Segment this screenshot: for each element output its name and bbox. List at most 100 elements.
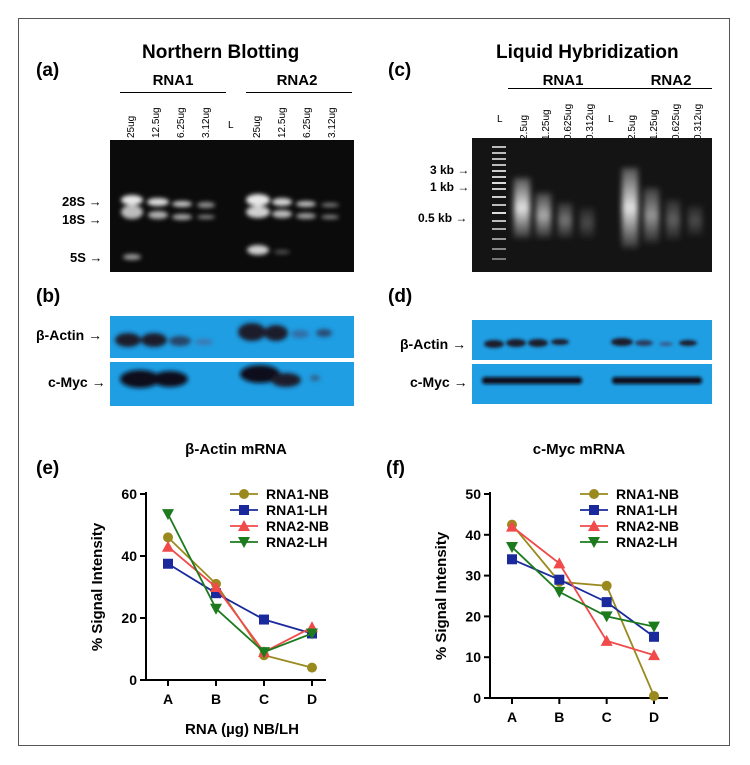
- f-xlabel: RNA (µg) NB/LH: [528, 739, 642, 740]
- panel-c-lane2-1: 2.5ug: [627, 114, 638, 140]
- f-series-3-point-1: [553, 586, 566, 598]
- panel-b-row-actin: β-Actin →: [36, 327, 103, 343]
- f-series-1-point-2: [601, 597, 612, 608]
- marker-28s-label: 28S: [62, 194, 86, 209]
- e-xtick-label-2: C: [259, 691, 269, 707]
- panel-a-ladder: L: [228, 120, 234, 131]
- panel-label-b: (b): [36, 286, 61, 307]
- panel-c-lane1-4: 0.312ug: [585, 103, 596, 140]
- f-legend-label-2: RNA2-NB: [616, 518, 679, 534]
- e-xtick-label-1: B: [211, 691, 221, 707]
- e-legend-label-1: RNA1-LH: [266, 502, 327, 518]
- panel-label-f: (f): [386, 458, 405, 479]
- f-ylabel: % Signal Intensity: [433, 531, 450, 660]
- e-ytick-label-1: 20: [121, 610, 137, 626]
- panel-c-lane1-2: 1.25ug: [541, 109, 552, 140]
- marker-18s: 18S →: [62, 212, 102, 227]
- f-ytick-label-5: 50: [465, 486, 481, 502]
- e-legend-marker-1: [239, 505, 249, 515]
- panel-c-lane2-2: 1.25ug: [649, 109, 660, 140]
- panel-a-group1-underline: [120, 92, 226, 93]
- e-series-1-line: [167, 562, 313, 635]
- f-title: c-Myc mRNA: [533, 441, 626, 458]
- ladder-bands: [492, 146, 506, 260]
- chart-f: (f) c-Myc mRNA 0 10 20 30 40 50 A B C D RNA (µg) NB/…: [386, 441, 679, 740]
- f-series-2-point-0: [506, 520, 518, 532]
- panel-a-lane1-3: 6.25ug: [176, 107, 187, 138]
- panel-c-group1-underline: [508, 88, 612, 89]
- e-xtick-label-3: D: [307, 691, 317, 707]
- panel-c-lane2-4: 0.312ug: [693, 103, 704, 140]
- f-xtick-label-0: A: [507, 709, 517, 725]
- f-legend-label-3: RNA2-LH: [616, 534, 677, 550]
- f-series-0-point-3: [649, 690, 659, 701]
- panel-c-group2-underline: [612, 88, 712, 89]
- e-ytick-label-3: 60: [121, 486, 137, 502]
- e-series-0-point-3: [307, 662, 317, 673]
- f-series-2-point-3: [648, 649, 660, 661]
- e-ylabel: % Signal Intensity: [89, 522, 106, 651]
- e-series-2-point-0: [162, 540, 174, 552]
- e-title: β-Actin mRNA: [185, 441, 287, 458]
- e-series-1: [163, 558, 317, 639]
- marker-3kb: 3 kb →: [430, 163, 470, 177]
- panel-b-row-myc-label: c-Myc: [48, 374, 88, 390]
- panel-b-western-blot: [110, 316, 354, 406]
- f-ytick-label-3: 30: [465, 568, 481, 584]
- e-legend-marker-3: [238, 537, 250, 548]
- panel-c-lane1-1: 2.5ug: [519, 114, 530, 140]
- panel-d-western-blot: [472, 320, 712, 404]
- e-series-3-point-3: [306, 628, 318, 640]
- panel-a-group2: RNA2: [276, 72, 318, 89]
- e-xtick-label-0: A: [163, 691, 173, 707]
- marker-05kb-label: 0.5 kb: [418, 211, 453, 225]
- f-ytick-label-0: 0: [473, 690, 481, 706]
- marker-5s: 5S →: [70, 250, 103, 265]
- panel-label-d: (d): [388, 286, 413, 307]
- panel-a-lane2-2: 12.5ug: [277, 107, 288, 138]
- panel-a-title: Northern Blotting: [142, 42, 300, 63]
- e-series-1-point-0: [163, 558, 173, 569]
- f-series-0-line: [511, 524, 655, 697]
- panel-c-lane1-3: 0.625ug: [563, 103, 574, 140]
- panel-a-group2-underline: [246, 92, 352, 93]
- panel-c-group1: RNA1: [542, 72, 584, 89]
- f-ytick-label-2: 20: [465, 608, 481, 624]
- e-series-0: [163, 532, 317, 673]
- marker-1kb-label: 1 kb: [430, 180, 455, 194]
- f-ytick-label-1: 10: [465, 649, 481, 665]
- e-legend-label-0: RNA1-NB: [266, 486, 329, 502]
- e-series-3-point-1: [210, 603, 222, 615]
- e-xlabel: RNA (µg) NB/LH: [185, 721, 299, 738]
- marker-1kb: 1 kb →: [430, 180, 470, 194]
- panel-label-c: (c): [388, 60, 412, 81]
- panel-a-group1: RNA1: [152, 72, 194, 89]
- e-legend-marker-0: [239, 489, 249, 499]
- f-series-3: [506, 542, 660, 633]
- panel-b-row-myc: c-Myc →: [48, 374, 106, 390]
- f-legend-marker-3: [588, 537, 600, 548]
- panel-label-a: (a): [36, 60, 60, 81]
- marker-18s-label: 18S: [62, 212, 86, 227]
- marker-3kb-label: 3 kb: [430, 163, 455, 177]
- f-legend-marker-0: [589, 489, 599, 499]
- figure-frame: [18, 18, 730, 746]
- panel-label-e: (e): [36, 458, 59, 479]
- e-series-2-point-1: [210, 581, 222, 592]
- f-series-3-point-2: [600, 611, 613, 623]
- panel-d-row-myc: c-Myc →: [410, 374, 468, 390]
- panel-d-row-actin: β-Actin →: [400, 336, 467, 352]
- panel-a-lane2-3: 6.25ug: [302, 107, 313, 138]
- e-legend-marker-2: [238, 520, 250, 531]
- e-legend-label-2: RNA2-NB: [266, 518, 329, 534]
- e-ytick-label-2: 40: [121, 548, 137, 564]
- f-series-3-point-0: [506, 542, 518, 554]
- panel-a-lane1-2: 12.5ug: [151, 107, 162, 138]
- e-series-2-line: [167, 546, 313, 654]
- panel-a-lane1-1: 25ug: [126, 115, 137, 138]
- e-series-3-point-0: [162, 509, 174, 521]
- panel-d-row-actin-label: β-Actin: [400, 336, 449, 352]
- e-series-1-point-2: [259, 614, 269, 625]
- marker-05kb: 0.5 kb →: [418, 211, 468, 225]
- f-series-1-point-3: [649, 631, 659, 642]
